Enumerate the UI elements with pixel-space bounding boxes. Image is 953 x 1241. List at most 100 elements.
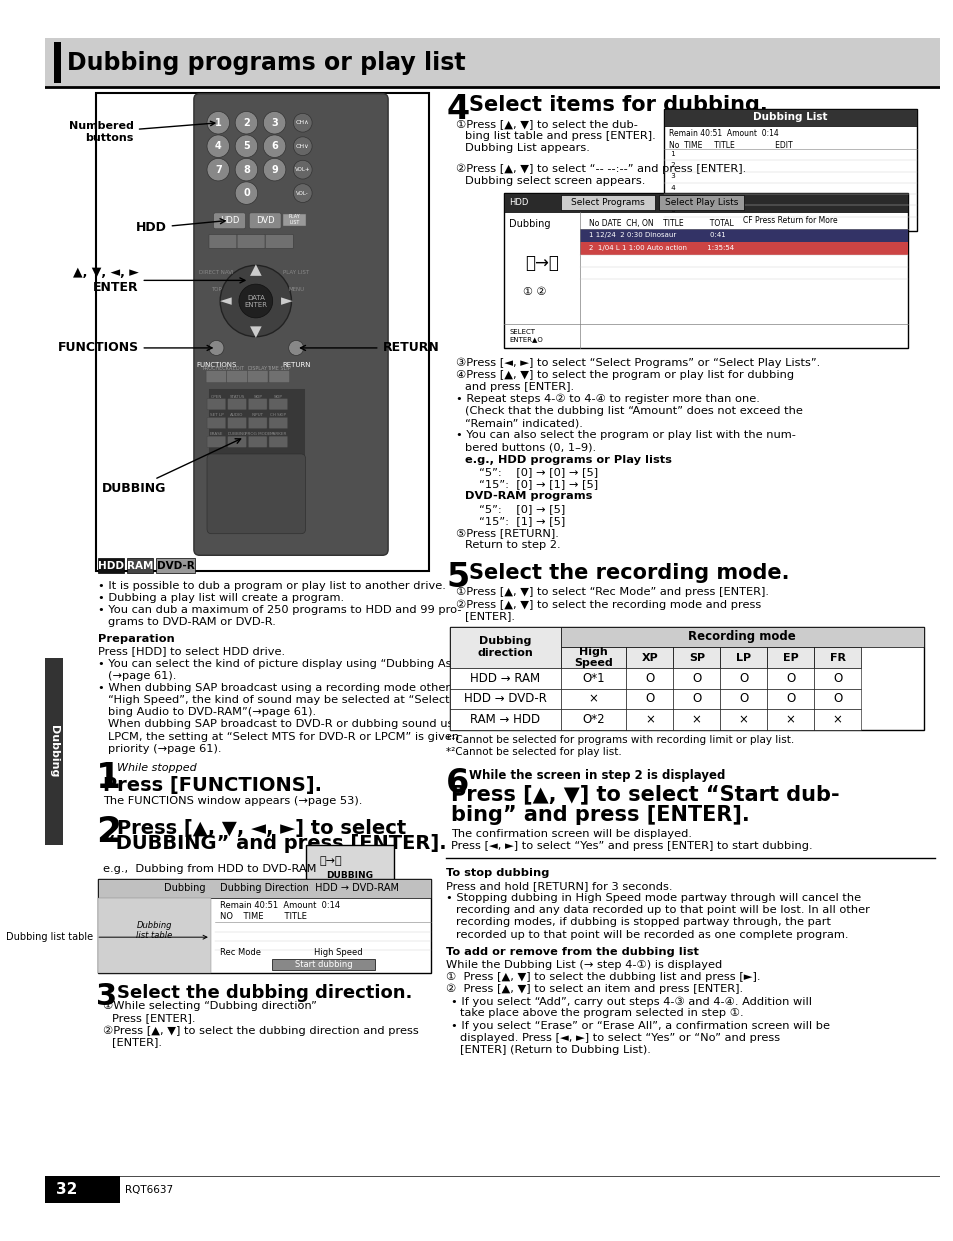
Text: DATA
ENTER: DATA ENTER [244,294,267,308]
Text: O: O [832,692,841,705]
Text: ▲, ▼, ◄, ►
ENTER: ▲, ▼, ◄, ► ENTER [72,267,245,294]
FancyBboxPatch shape [269,398,288,410]
FancyBboxPatch shape [248,417,267,428]
Bar [98,879,431,973]
Text: ②Press [▲, ▼] to select “-- --:--” and press [ENTER].: ②Press [▲, ▼] to select “-- --:--” and p… [456,164,745,175]
Text: RETURN: RETURN [282,362,310,367]
FancyBboxPatch shape [228,436,246,448]
FancyBboxPatch shape [269,417,288,428]
Bar [813,648,861,668]
FancyBboxPatch shape [247,371,268,382]
Text: CH∨: CH∨ [295,144,310,149]
Text: Dubbing list table: Dubbing list table [7,932,207,942]
Text: Remain 40:51  Amount  0:14: Remain 40:51 Amount 0:14 [220,901,340,910]
FancyBboxPatch shape [265,235,293,248]
FancyBboxPatch shape [213,212,245,228]
Text: “5”:    [0] → [5]: “5”: [0] → [5] [478,504,565,514]
FancyBboxPatch shape [248,398,267,410]
Text: RAM: RAM [127,561,153,571]
Text: To add or remove from the dubbing list: To add or remove from the dubbing list [446,947,699,957]
Bar [673,709,720,730]
FancyBboxPatch shape [305,845,394,901]
Text: 2: 2 [96,815,121,849]
Bar [659,195,743,210]
Text: ①  Press [▲, ▼] to select the dubbing list and press [►].: ① Press [▲, ▼] to select the dubbing lis… [446,972,760,982]
Text: O: O [692,692,700,705]
Text: Dubbing
direction: Dubbing direction [477,637,533,658]
Bar [450,668,560,689]
Text: O: O [785,671,795,685]
Text: ▲: ▲ [250,263,261,278]
Text: • You can also select the program or play list with the num-: • You can also select the program or pla… [456,431,795,441]
Text: “15”:  [1] → [5]: “15”: [1] → [5] [478,516,565,526]
Text: PLAY
LIST: PLAY LIST [288,213,300,225]
Bar [626,648,673,668]
Circle shape [207,135,230,158]
Text: Recording mode: Recording mode [688,630,796,643]
Bar [54,42,61,83]
Text: Remain 40:51  Amount  0:14: Remain 40:51 Amount 0:14 [668,129,778,138]
Text: Dubbing select screen appears.: Dubbing select screen appears. [464,176,645,186]
Bar [450,627,560,668]
Text: No  TIME     TITLE                 EDIT: No TIME TITLE EDIT [668,140,791,150]
Text: HDD → RAM: HDD → RAM [470,671,540,685]
Bar [813,668,861,689]
Text: 3: 3 [96,982,117,1011]
Bar [45,1176,120,1203]
Text: DUBBING: DUBBING [102,439,240,495]
FancyBboxPatch shape [207,454,305,534]
Text: High
Speed: High Speed [574,647,613,669]
Text: The FUNCTIONS window appears (→page 53).: The FUNCTIONS window appears (→page 53). [103,797,362,807]
Circle shape [235,182,257,205]
Bar [720,709,766,730]
Bar [560,689,626,709]
Text: AUDIO: AUDIO [230,413,243,417]
Text: ►: ► [280,294,293,309]
Text: ⛳→⛳: ⛳→⛳ [524,254,558,273]
Text: (→page 61).: (→page 61). [108,670,175,681]
Text: DUBBING: DUBBING [326,871,373,880]
FancyBboxPatch shape [269,436,288,448]
Text: ① ②: ① ② [522,287,546,297]
Text: ◄: ◄ [220,294,232,309]
Text: ②Press [▲, ▼] to select the dubbing direction and press: ②Press [▲, ▼] to select the dubbing dire… [103,1025,418,1036]
Text: 6: 6 [271,141,277,151]
Text: MENU: MENU [288,287,304,292]
Text: To stop dubbing: To stop dubbing [446,867,549,877]
Circle shape [209,340,224,355]
Circle shape [263,112,286,134]
Text: ④Press [▲, ▼] to select the program or play list for dubbing: ④Press [▲, ▼] to select the program or p… [456,370,793,380]
Bar [45,658,64,845]
Text: Dubbing List appears.: Dubbing List appears. [464,144,589,154]
Text: bing” and press [ENTER].: bing” and press [ENTER]. [451,805,749,825]
Text: Dubbing Direction  HDD → DVD-RAM: Dubbing Direction HDD → DVD-RAM [220,884,398,894]
Circle shape [263,159,286,181]
Bar [560,648,626,668]
Text: Dubbing: Dubbing [164,884,205,894]
Text: Start dubbing: Start dubbing [294,959,352,969]
Circle shape [238,284,273,318]
FancyBboxPatch shape [193,93,388,555]
Text: TIME SLIP: TIME SLIP [267,366,291,371]
Text: O: O [739,671,747,685]
Text: PROG MODE: PROG MODE [245,432,271,437]
Text: HDD: HDD [135,218,225,235]
Bar [626,689,673,709]
Text: Dubbing: Dubbing [49,725,59,778]
Text: NO    TIME        TITLE: NO TIME TITLE [220,912,307,921]
Bar [663,109,917,231]
Text: ⛳→⛳: ⛳→⛳ [319,856,342,866]
Text: • Stopping dubbing in High Speed mode partway through will cancel the: • Stopping dubbing in High Speed mode pa… [446,894,861,903]
Text: bing Audio to DVD-RAM”(→page 61).: bing Audio to DVD-RAM”(→page 61). [108,707,315,717]
Text: “15”:  [0] → [1] → [5]: “15”: [0] → [1] → [5] [478,479,598,489]
Circle shape [293,113,312,132]
Text: Select the recording mode.: Select the recording mode. [468,563,788,583]
Text: Dubbing List: Dubbing List [753,112,827,122]
Bar [560,195,654,210]
Bar [560,627,923,648]
Bar [450,627,923,730]
Text: STATUS: STATUS [229,395,245,398]
FancyBboxPatch shape [227,371,247,382]
Circle shape [207,112,230,134]
Bar [626,709,673,730]
